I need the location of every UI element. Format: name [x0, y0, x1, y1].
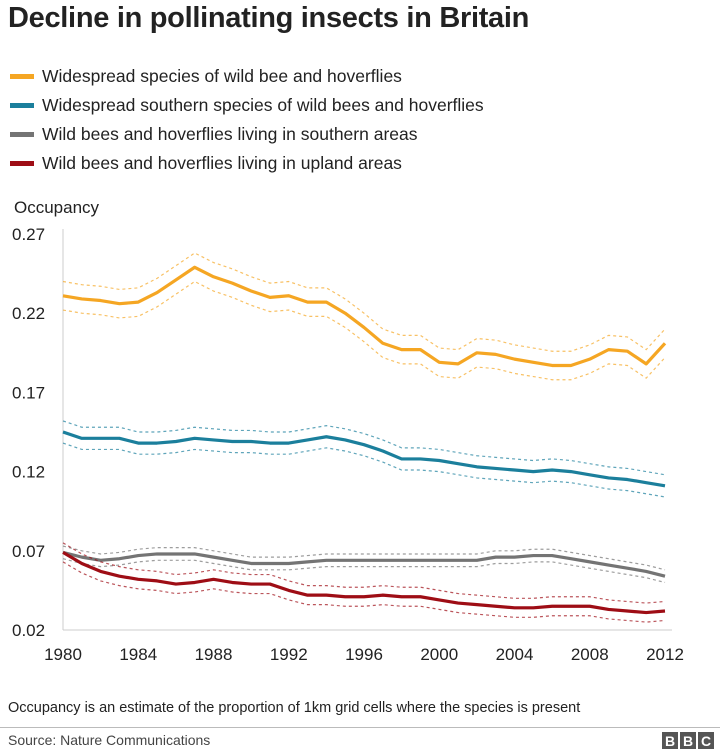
legend-label: Wild bees and hoverflies living in south… — [42, 124, 418, 144]
series-line — [62, 430, 666, 488]
source-text: Source: Nature Communications — [8, 732, 211, 748]
legend-swatch — [10, 161, 34, 166]
y-axis-label: Occupancy — [14, 198, 100, 217]
y-tick-label: 0.17 — [12, 383, 45, 402]
ci-lower-line — [62, 442, 666, 498]
x-tick-label: 2004 — [496, 645, 534, 664]
x-tick-label: 2008 — [571, 645, 609, 664]
x-tick-label: 1996 — [345, 645, 383, 664]
ci-upper-line — [62, 252, 666, 352]
legend-swatch — [10, 132, 34, 137]
series-line — [62, 265, 667, 368]
legend-item: Widespread southern species of wild bees… — [10, 91, 484, 120]
footnote: Occupancy is an estimate of the proporti… — [8, 700, 581, 716]
y-tick-label: 0.07 — [12, 542, 45, 561]
legend-label: Widespread southern species of wild bees… — [42, 95, 484, 115]
y-tick-label: 0.02 — [12, 621, 45, 640]
x-tick-label: 2012 — [646, 645, 684, 664]
ci-lower-line — [62, 280, 666, 381]
ci-upper-line — [62, 542, 666, 604]
ci-upper-line — [62, 545, 666, 571]
legend: Widespread species of wild bee and hover… — [10, 62, 484, 178]
x-tick-label: 1984 — [119, 645, 157, 664]
ci-lower-line — [62, 561, 666, 623]
x-tick-label: 1980 — [44, 645, 82, 664]
legend-item: Wild bees and hoverflies living in south… — [10, 120, 484, 149]
legend-swatch — [10, 74, 34, 79]
legend-label: Widespread species of wild bee and hover… — [42, 66, 402, 86]
series-line — [62, 551, 666, 615]
series-line — [62, 550, 666, 578]
chart-title: Decline in pollinating insects in Britai… — [8, 2, 530, 34]
y-tick-label: 0.22 — [12, 304, 45, 323]
y-tick-label: 0.27 — [12, 225, 45, 244]
legend-label: Wild bees and hoverflies living in uplan… — [42, 153, 402, 173]
x-tick-label: 2000 — [420, 645, 458, 664]
ci-upper-line — [62, 420, 666, 476]
ci-lower-line — [62, 558, 666, 584]
legend-item: Wild bees and hoverflies living in uplan… — [10, 149, 484, 178]
legend-item: Widespread species of wild bee and hover… — [10, 62, 484, 91]
legend-swatch — [10, 103, 34, 108]
plot-area: Occupancy 0.27 0.22 0.17 0.12 0.07 0.02 1980 19… — [12, 198, 684, 664]
divider — [0, 727, 720, 728]
x-tick-label: 1988 — [195, 645, 233, 664]
y-tick-label: 0.12 — [12, 463, 45, 482]
x-tick-label: 1992 — [270, 645, 308, 664]
